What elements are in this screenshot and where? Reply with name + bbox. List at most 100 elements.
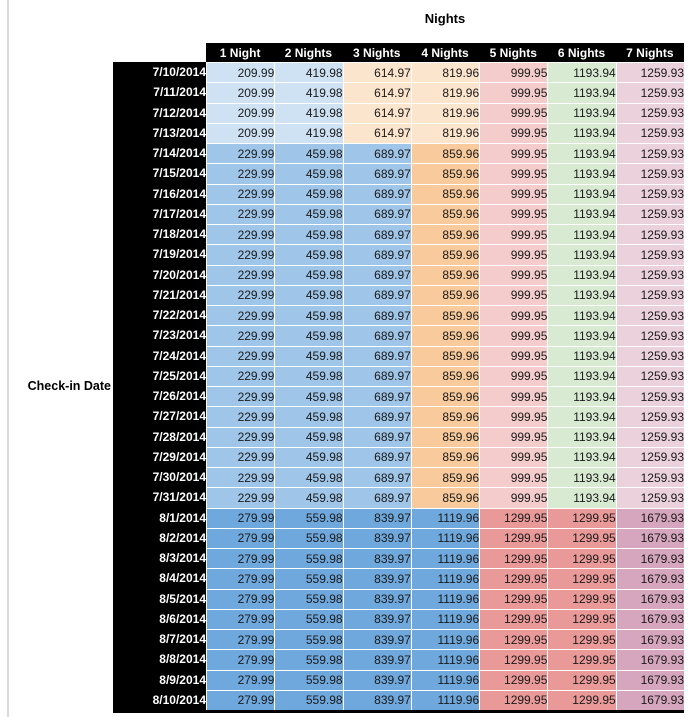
price-cell: 839.97 bbox=[342, 669, 411, 690]
date-cell: 7/20/2014 bbox=[113, 264, 206, 285]
date-cell: 8/1/2014 bbox=[113, 507, 206, 528]
price-cell: 1193.94 bbox=[547, 163, 616, 184]
price-cell: 999.95 bbox=[479, 264, 548, 285]
price-cell: 559.98 bbox=[274, 608, 343, 629]
price-cell: 999.95 bbox=[479, 183, 548, 204]
price-cell: 999.95 bbox=[479, 446, 548, 467]
table-row: 7/26/2014 229.99 459.98 689.97 859.96 999.95 1… bbox=[113, 386, 684, 407]
price-cell: 689.97 bbox=[342, 487, 411, 508]
date-cell: 7/22/2014 bbox=[113, 305, 206, 326]
price-cell: 419.98 bbox=[274, 82, 343, 103]
date-cell: 7/10/2014 bbox=[113, 62, 206, 83]
price-cell: 279.99 bbox=[206, 629, 275, 650]
price-cell: 859.96 bbox=[410, 386, 480, 407]
price-cell: 999.95 bbox=[479, 244, 548, 265]
price-cell: 859.96 bbox=[410, 345, 480, 366]
date-cell: 8/4/2014 bbox=[113, 568, 206, 589]
price-cell: 1193.94 bbox=[547, 122, 616, 143]
price-cell: 459.98 bbox=[274, 446, 343, 467]
price-cell: 1259.93 bbox=[615, 406, 684, 427]
price-cell: 1259.93 bbox=[615, 426, 684, 447]
date-cell: 8/10/2014 bbox=[113, 689, 206, 710]
table-row: 7/16/2014 229.99 459.98 689.97 859.96 999.95 1… bbox=[113, 183, 684, 204]
price-cell: 1259.93 bbox=[615, 345, 684, 366]
price-cell: 229.99 bbox=[206, 467, 275, 488]
price-cell: 689.97 bbox=[342, 365, 411, 386]
price-cell: 229.99 bbox=[206, 446, 275, 467]
price-cell: 1193.94 bbox=[547, 244, 616, 265]
price-cell: 459.98 bbox=[274, 183, 343, 204]
price-cell: 1193.94 bbox=[547, 467, 616, 488]
price-cell: 459.98 bbox=[274, 487, 343, 508]
price-cell: 859.96 bbox=[410, 284, 480, 305]
price-cell: 1193.94 bbox=[547, 82, 616, 103]
price-cell: 559.98 bbox=[274, 649, 343, 670]
price-cell: 859.96 bbox=[410, 305, 480, 326]
column-header-5-nights: 5 Nights bbox=[479, 43, 548, 62]
date-cell: 7/31/2014 bbox=[113, 487, 206, 508]
date-cell: 8/3/2014 bbox=[113, 548, 206, 569]
date-cell: 7/13/2014 bbox=[113, 122, 206, 143]
price-cell: 689.97 bbox=[342, 345, 411, 366]
price-cell: 1299.95 bbox=[479, 629, 548, 650]
price-cell: 229.99 bbox=[206, 203, 275, 224]
date-cell: 8/9/2014 bbox=[113, 669, 206, 690]
price-cell: 559.98 bbox=[274, 629, 343, 650]
table-row: 8/7/2014 279.99 559.98 839.97 1119.96 1299.95… bbox=[113, 629, 684, 650]
price-cell: 819.96 bbox=[410, 102, 480, 123]
price-cell: 1259.93 bbox=[615, 82, 684, 103]
price-cell: 1299.95 bbox=[479, 507, 548, 528]
date-cell: 7/29/2014 bbox=[113, 446, 206, 467]
table-row: 8/2/2014 279.99 559.98 839.97 1119.96 1299.95… bbox=[113, 527, 684, 548]
date-cell: 7/14/2014 bbox=[113, 143, 206, 164]
price-cell: 279.99 bbox=[206, 548, 275, 569]
price-cell: 859.96 bbox=[410, 426, 480, 447]
price-cell: 839.97 bbox=[342, 629, 411, 650]
price-cell: 999.95 bbox=[479, 487, 548, 508]
price-cell: 229.99 bbox=[206, 163, 275, 184]
table-row: 7/25/2014 229.99 459.98 689.97 859.96 999.95 1… bbox=[113, 365, 684, 386]
price-cell: 999.95 bbox=[479, 62, 548, 83]
price-cell: 819.96 bbox=[410, 82, 480, 103]
price-cell: 859.96 bbox=[410, 143, 480, 164]
price-cell: 999.95 bbox=[479, 305, 548, 326]
price-cell: 1193.94 bbox=[547, 365, 616, 386]
price-cell: 559.98 bbox=[274, 527, 343, 548]
price-cell: 229.99 bbox=[206, 284, 275, 305]
price-cell: 459.98 bbox=[274, 365, 343, 386]
price-cell: 1299.95 bbox=[479, 608, 548, 629]
price-cell: 839.97 bbox=[342, 568, 411, 589]
price-cell: 459.98 bbox=[274, 143, 343, 164]
price-cell: 1299.95 bbox=[479, 527, 548, 548]
price-cell: 279.99 bbox=[206, 527, 275, 548]
price-cell: 1193.94 bbox=[547, 62, 616, 83]
table-row: 8/1/2014 279.99 559.98 839.97 1119.96 1299.95… bbox=[113, 507, 684, 528]
price-cell: 999.95 bbox=[479, 163, 548, 184]
price-cell: 839.97 bbox=[342, 527, 411, 548]
price-cell: 1259.93 bbox=[615, 62, 684, 83]
price-cell: 1119.96 bbox=[410, 669, 480, 690]
price-cell: 1259.93 bbox=[615, 122, 684, 143]
price-cell: 1299.95 bbox=[479, 588, 548, 609]
table-row: 7/11/2014 209.99 419.98 614.97 819.96 999.95 1… bbox=[113, 82, 684, 103]
price-cell: 859.96 bbox=[410, 163, 480, 184]
price-cell: 229.99 bbox=[206, 143, 275, 164]
price-cell: 459.98 bbox=[274, 345, 343, 366]
row-axis-label: Check-in Date bbox=[27, 379, 111, 393]
price-cell: 419.98 bbox=[274, 62, 343, 83]
price-cell: 1259.93 bbox=[615, 386, 684, 407]
price-cell: 859.96 bbox=[410, 183, 480, 204]
date-cell: 7/12/2014 bbox=[113, 102, 206, 123]
price-cell: 1299.95 bbox=[547, 568, 616, 589]
price-cell: 839.97 bbox=[342, 649, 411, 670]
price-cell: 1193.94 bbox=[547, 446, 616, 467]
price-cell: 689.97 bbox=[342, 305, 411, 326]
table-row: 7/18/2014 229.99 459.98 689.97 859.96 999.95 1… bbox=[113, 224, 684, 245]
table-row: 7/19/2014 229.99 459.98 689.97 859.96 999.95 1… bbox=[113, 244, 684, 265]
column-header-2-nights: 2 Nights bbox=[274, 43, 343, 62]
price-cell: 1679.93 bbox=[615, 548, 684, 569]
price-cell: 229.99 bbox=[206, 224, 275, 245]
table-row: 7/21/2014 229.99 459.98 689.97 859.96 999.95 1… bbox=[113, 284, 684, 305]
price-cell: 689.97 bbox=[342, 143, 411, 164]
price-cell: 1193.94 bbox=[547, 406, 616, 427]
